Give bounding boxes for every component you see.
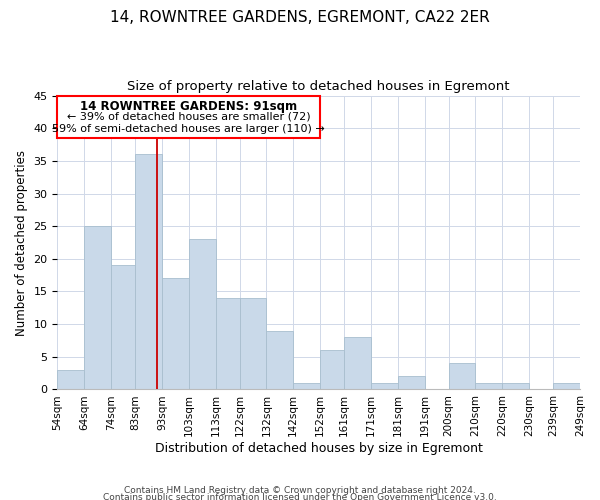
Text: 14 ROWNTREE GARDENS: 91sqm: 14 ROWNTREE GARDENS: 91sqm (80, 100, 297, 113)
Bar (266, 330, 293, 390)
Bar (320, 350, 344, 390)
Bar (398, 376, 425, 390)
Text: Contains HM Land Registry data © Crown copyright and database right 2024.: Contains HM Land Registry data © Crown c… (124, 486, 476, 495)
Bar (111, 266, 135, 390)
Bar (293, 383, 320, 390)
Bar (502, 383, 529, 390)
Text: 59% of semi-detached houses are larger (110) →: 59% of semi-detached houses are larger (… (52, 124, 325, 134)
Bar (371, 383, 398, 390)
Bar (215, 298, 239, 390)
Bar (344, 337, 371, 390)
Title: Size of property relative to detached houses in Egremont: Size of property relative to detached ho… (127, 80, 510, 93)
Bar (135, 154, 162, 390)
Bar (449, 364, 475, 390)
Bar (475, 383, 502, 390)
Text: 14, ROWNTREE GARDENS, EGREMONT, CA22 2ER: 14, ROWNTREE GARDENS, EGREMONT, CA22 2ER (110, 10, 490, 25)
Bar (162, 278, 189, 390)
Bar (84, 226, 111, 390)
Bar (189, 239, 215, 390)
X-axis label: Distribution of detached houses by size in Egremont: Distribution of detached houses by size … (155, 442, 482, 455)
Y-axis label: Number of detached properties: Number of detached properties (15, 150, 28, 336)
Bar (58, 370, 84, 390)
Bar (239, 298, 266, 390)
Text: ← 39% of detached houses are smaller (72): ← 39% of detached houses are smaller (72… (67, 112, 311, 122)
Bar (58, 96, 320, 138)
Bar (553, 383, 580, 390)
Text: Contains public sector information licensed under the Open Government Licence v3: Contains public sector information licen… (103, 494, 497, 500)
